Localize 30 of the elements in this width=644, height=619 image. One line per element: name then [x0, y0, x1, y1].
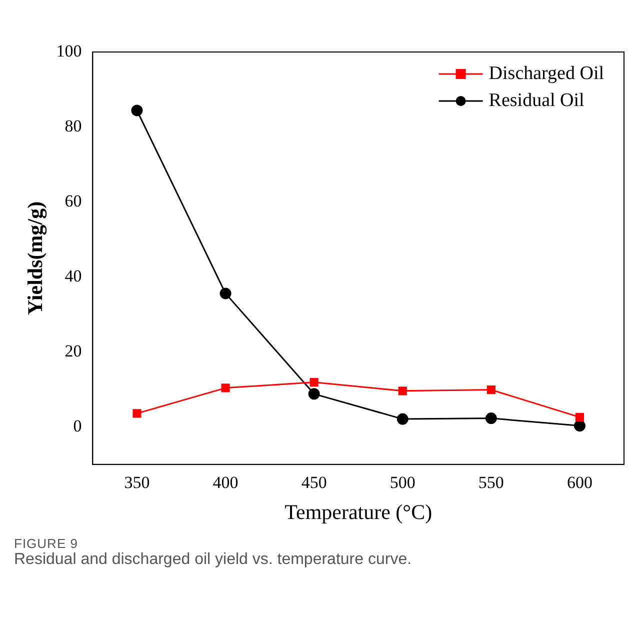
y-tick-label: 40 [64, 266, 82, 286]
y-axis-title: Yields(mg/g) [23, 201, 48, 315]
y-tick-label: 20 [64, 341, 82, 360]
point [131, 104, 143, 116]
x-axis-title: Temperature (°C) [284, 500, 432, 524]
legend-label: Residual Oil [488, 90, 584, 111]
x-tick-label: 550 [478, 473, 504, 492]
x-tick-label: 400 [212, 473, 238, 492]
text: Residual and discharged oil yield vs. temperature curve. [14, 551, 413, 569]
x-tick-label: 500 [390, 473, 416, 492]
point [398, 386, 407, 396]
x-tick-label: 600 [566, 473, 592, 492]
point [574, 420, 586, 432]
y-tick-label: 60 [64, 191, 82, 210]
legend-label: Discharged Oil [488, 62, 604, 84]
point [485, 412, 497, 424]
y-tick-label: 100 [56, 41, 82, 60]
point [308, 388, 320, 400]
point [396, 413, 408, 425]
y-tick-label: 0 [73, 416, 82, 436]
point [221, 384, 230, 392]
point [310, 378, 318, 387]
point [486, 386, 496, 394]
x-tick-label: 450 [301, 473, 327, 492]
caption: FIGURE 9 [14, 536, 79, 551]
point [575, 412, 584, 422]
point [132, 409, 142, 418]
y-tick-label: 80 [64, 116, 82, 136]
x-tick-label: 350 [124, 473, 150, 492]
point [220, 288, 232, 300]
